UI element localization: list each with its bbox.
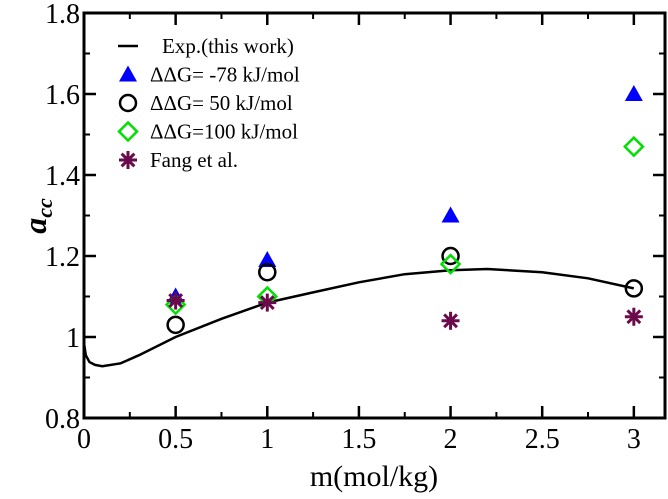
legend-label: ΔΔG= -78 kJ/mol	[150, 63, 300, 87]
curve-exp-this-work	[82, 267, 635, 368]
y-tick-label: 1.6	[45, 80, 80, 111]
point-series-0	[441, 206, 460, 223]
x-tick-label: 2.5	[525, 424, 560, 455]
y-tick-label: 1	[66, 323, 80, 354]
point-series-3	[441, 311, 460, 330]
point-series-2	[439, 253, 462, 275]
legend-diamond-icon	[117, 120, 139, 143]
point-series-0	[624, 85, 643, 101]
x-tick-label: 2	[444, 424, 458, 455]
x-tick-label: 0.5	[158, 424, 193, 455]
x-axis-label: m(mol/kg)	[310, 460, 438, 493]
point-series-2	[623, 135, 645, 158]
star-stroke	[120, 152, 136, 168]
star-stroke	[443, 313, 458, 329]
point-series-3	[166, 291, 185, 310]
point-series-1	[166, 315, 185, 335]
y-axis-label-sub: cc	[32, 198, 57, 218]
y-axis-label-main: a	[17, 218, 53, 234]
point-series-3	[624, 307, 643, 326]
x-tick-label: 1.5	[341, 424, 376, 455]
y-tick-label: 1.4	[45, 161, 80, 192]
star-stroke	[626, 309, 642, 325]
y-tick-label: 1.8	[45, 0, 80, 30]
star-stroke	[168, 293, 184, 308]
x-tick-label: 3	[627, 424, 641, 455]
plot-marks	[82, 85, 645, 368]
point-series-3	[258, 293, 277, 312]
point-series-0	[258, 251, 277, 268]
legend-star-icon	[119, 151, 137, 169]
star-stroke	[259, 295, 275, 310]
legend-label: ΔΔG=100 kJ/mol	[150, 120, 298, 144]
y-tick-label: 0.8	[45, 404, 80, 435]
legend-circle-icon	[118, 93, 138, 113]
point-series-1	[441, 246, 460, 266]
axes: 0 0.5 1 1.5 2 2.5 3 0.8 1 1.2 1.4 1.6 1.8	[45, 0, 667, 455]
x-tick-label: 0	[77, 424, 91, 455]
legend-label: Fang et al.	[150, 148, 238, 172]
point-series-1	[624, 279, 644, 298]
x-tick-label: 1	[260, 424, 274, 455]
point-series-1	[258, 262, 277, 282]
y-axis-label: acc	[17, 198, 57, 234]
legend: Exp.(this work) ΔΔG= -78 kJ/mol ΔΔG= 50 kJ…	[117, 34, 300, 172]
legend-triangle-icon	[119, 65, 137, 82]
legend-label: Exp.(this work)	[162, 34, 294, 58]
legend-label: ΔΔG= 50 kJ/mol	[150, 91, 293, 115]
y-tick-label: 1.2	[45, 242, 80, 273]
